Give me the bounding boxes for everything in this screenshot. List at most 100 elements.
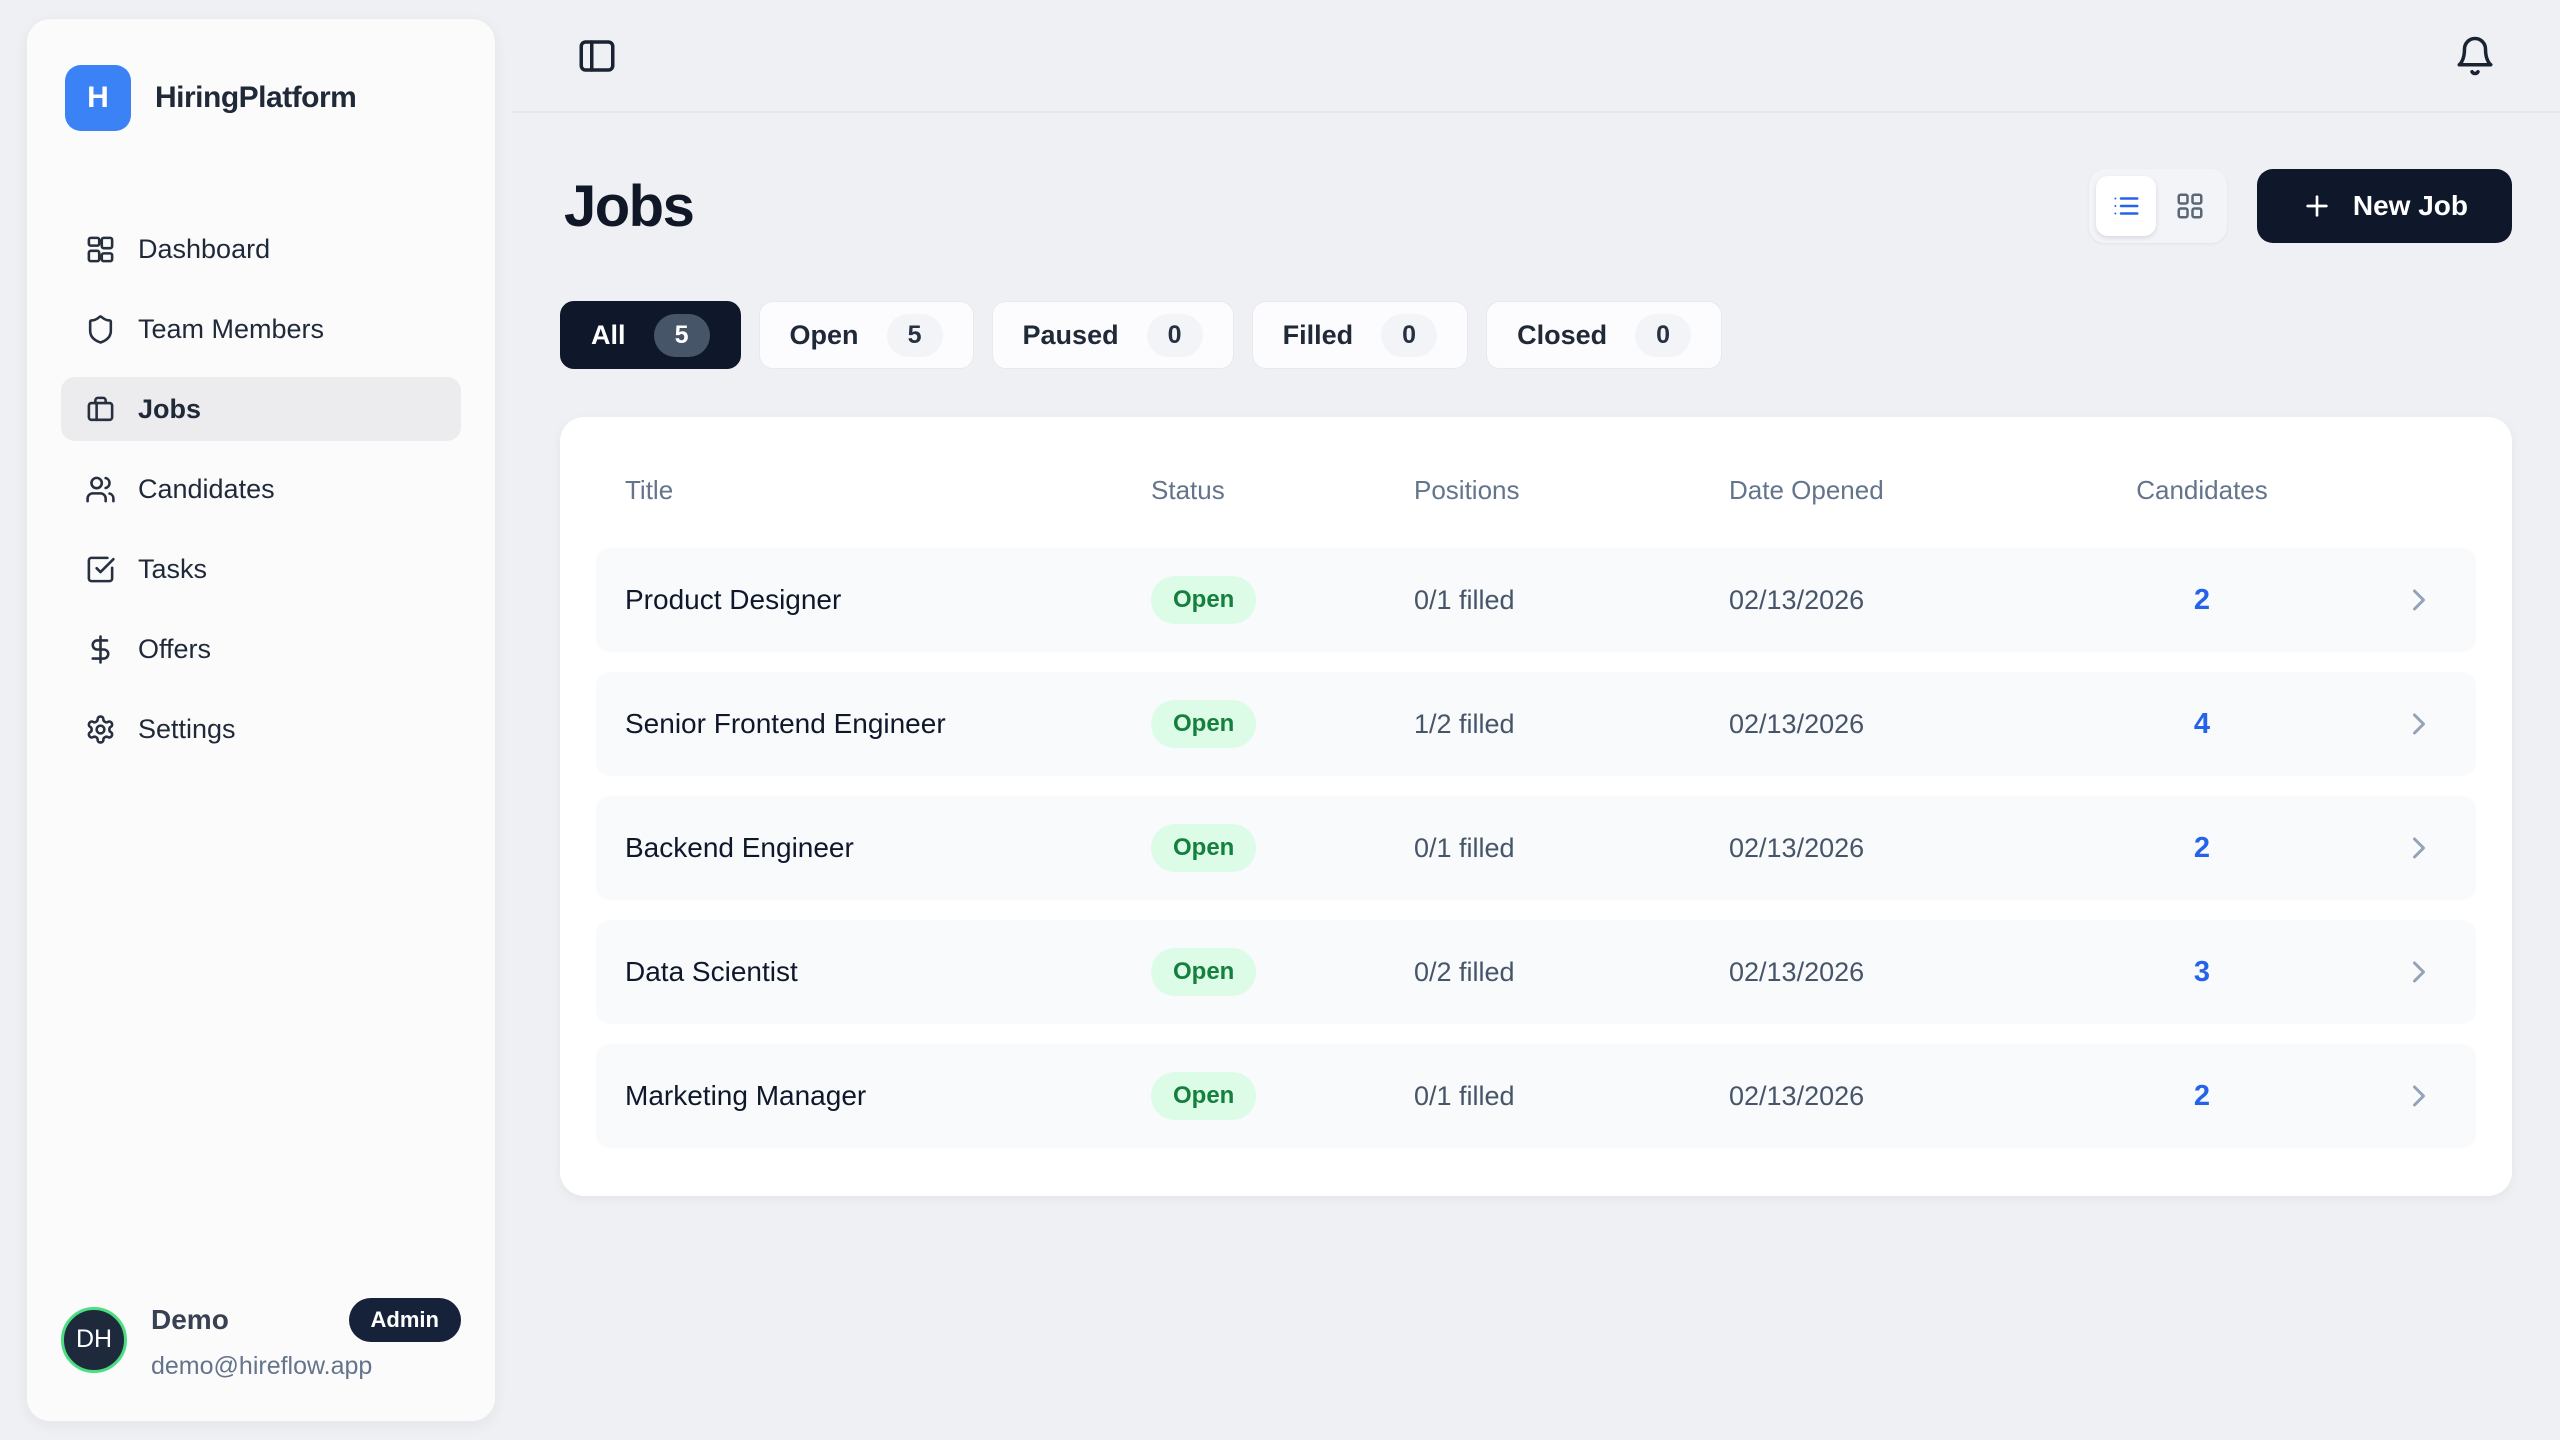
filter-tab-label: Open: [789, 319, 859, 350]
gear-icon: [85, 714, 116, 745]
sidebar-item-label: Tasks: [138, 553, 208, 584]
sidebar-item-label: Jobs: [138, 393, 202, 424]
table-row[interactable]: Data Scientist Open 0/2 filled 02/13/202…: [596, 920, 2476, 1024]
table-row[interactable]: Product Designer Open 0/1 filled 02/13/2…: [596, 548, 2476, 652]
column-header-status: Status: [1151, 475, 1225, 505]
sidebar-item-dashboard[interactable]: Dashboard: [61, 217, 461, 281]
filter-tab-label: All: [591, 319, 626, 350]
job-candidates-count[interactable]: 2: [2193, 1079, 2211, 1112]
filter-tab-paused[interactable]: Paused 0: [991, 301, 1234, 369]
chevron-right-icon[interactable]: [2401, 582, 2437, 618]
briefcase-icon: [85, 394, 116, 425]
plus-icon: [2301, 190, 2333, 222]
table-row[interactable]: Marketing Manager Open 0/1 filled 02/13/…: [596, 1044, 2476, 1148]
user-email: demo@hireflow.app: [151, 1352, 373, 1380]
chevron-right-icon[interactable]: [2401, 954, 2437, 990]
job-title: Data Scientist: [625, 956, 798, 987]
sidebar-item-candidates[interactable]: Candidates: [61, 457, 461, 521]
job-title: Senior Frontend Engineer: [625, 708, 946, 739]
sidebar: H HiringPlatform Dashboard Team Members: [26, 18, 496, 1422]
status-badge: Open: [1151, 948, 1257, 996]
job-title: Marketing Manager: [625, 1080, 867, 1111]
job-positions: 0/1 filled: [1414, 1080, 1515, 1111]
job-candidates-count[interactable]: 3: [2193, 955, 2211, 988]
job-title: Backend Engineer: [625, 832, 854, 863]
filter-tabs: All 5 Open 5 Paused 0 Filled 0 Closed 0: [560, 301, 2512, 369]
page-head: Jobs: [560, 169, 2512, 243]
brand-logo-letter: H: [87, 81, 109, 114]
sidebar-item-team-members[interactable]: Team Members: [61, 297, 461, 361]
filter-tab-count: 0: [1146, 313, 1203, 357]
brand: H HiringPlatform: [65, 65, 461, 131]
avatar-initials: DH: [75, 1325, 113, 1353]
job-positions: 0/1 filled: [1414, 584, 1515, 615]
head-actions: New Job: [2088, 169, 2512, 243]
job-date-opened: 02/13/2026: [1729, 584, 1865, 615]
table-row[interactable]: Senior Frontend Engineer Open 1/2 filled…: [596, 672, 2476, 776]
table-row[interactable]: Backend Engineer Open 0/1 filled 02/13/2…: [596, 796, 2476, 900]
panel-left-icon: [576, 35, 618, 77]
job-date-opened: 02/13/2026: [1729, 708, 1865, 739]
filter-tab-all[interactable]: All 5: [560, 301, 741, 369]
filter-tab-count: 0: [1381, 313, 1438, 357]
filter-tab-filled[interactable]: Filled 0: [1251, 301, 1469, 369]
new-job-button[interactable]: New Job: [2256, 169, 2512, 243]
job-date-opened: 02/13/2026: [1729, 956, 1865, 987]
job-positions: 1/2 filled: [1414, 708, 1515, 739]
sidebar-toggle-button[interactable]: [576, 35, 618, 77]
sidebar-item-label: Offers: [138, 633, 212, 664]
status-badge: Open: [1151, 824, 1257, 872]
job-candidates-count[interactable]: 2: [2193, 583, 2211, 616]
job-date-opened: 02/13/2026: [1729, 832, 1865, 863]
sidebar-item-label: Settings: [138, 713, 236, 744]
page-title: Jobs: [564, 173, 695, 239]
job-title: Product Designer: [625, 584, 842, 615]
jobs-table-card: Title Status Positions Date Opened Candi…: [560, 417, 2512, 1196]
filter-tab-closed[interactable]: Closed 0: [1486, 301, 1723, 369]
job-candidates-count[interactable]: 2: [2193, 831, 2211, 864]
dollar-icon: [85, 634, 116, 665]
user-profile[interactable]: DH Demo Admin demo@hireflow.app: [61, 1298, 461, 1381]
user-meta: Demo Admin demo@hireflow.app: [151, 1298, 461, 1381]
jobs-table-header: Title Status Positions Date Opened Candi…: [596, 435, 2476, 548]
sidebar-item-label: Team Members: [138, 313, 325, 344]
filter-tab-count: 0: [1635, 313, 1692, 357]
sidebar-item-offers[interactable]: Offers: [61, 617, 461, 681]
notifications-button[interactable]: [2454, 35, 2496, 77]
chevron-right-icon[interactable]: [2401, 1078, 2437, 1114]
sidebar-item-tasks[interactable]: Tasks: [61, 537, 461, 601]
sidebar-nav: Dashboard Team Members Jobs: [61, 217, 461, 761]
chevron-right-icon[interactable]: [2401, 706, 2437, 742]
content: Jobs: [512, 113, 2560, 1196]
sidebar-item-label: Candidates: [138, 473, 275, 504]
filter-tab-label: Paused: [1022, 319, 1119, 350]
status-badge: Open: [1151, 700, 1257, 748]
avatar: DH: [61, 1306, 127, 1373]
column-header-title: Title: [625, 475, 674, 505]
topbar: [512, 0, 2560, 113]
job-positions: 0/1 filled: [1414, 832, 1515, 863]
list-view-button[interactable]: [2095, 176, 2156, 236]
new-job-label: New Job: [2352, 190, 2468, 221]
user-name: Demo: [151, 1304, 229, 1335]
column-header-candidates: Candidates: [2136, 475, 2268, 505]
filter-tab-count: 5: [886, 313, 943, 357]
grid-view-button[interactable]: [2160, 176, 2220, 236]
chevron-right-icon[interactable]: [2401, 830, 2437, 866]
view-toggle: [2088, 169, 2227, 243]
role-badge: Admin: [348, 1298, 461, 1342]
main-area: Jobs: [512, 0, 2560, 1440]
job-candidates-count[interactable]: 4: [2193, 707, 2211, 740]
status-badge: Open: [1151, 576, 1257, 624]
filter-tab-label: Closed: [1517, 319, 1608, 350]
filter-tab-open[interactable]: Open 5: [758, 301, 974, 369]
filter-tab-label: Filled: [1282, 319, 1354, 350]
column-header-date-opened: Date Opened: [1729, 475, 1884, 505]
sidebar-item-settings[interactable]: Settings: [61, 697, 461, 761]
brand-logo: H: [65, 65, 131, 131]
brand-name: HiringPlatform: [155, 81, 357, 114]
shield-icon: [85, 314, 116, 345]
grid-icon: [2175, 191, 2205, 221]
sidebar-item-jobs[interactable]: Jobs: [61, 377, 461, 441]
dashboard-icon: [85, 234, 116, 265]
